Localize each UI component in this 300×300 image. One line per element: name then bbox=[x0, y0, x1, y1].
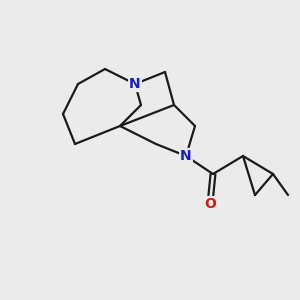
Text: N: N bbox=[180, 149, 192, 163]
Text: N: N bbox=[129, 77, 141, 91]
Text: O: O bbox=[204, 197, 216, 211]
